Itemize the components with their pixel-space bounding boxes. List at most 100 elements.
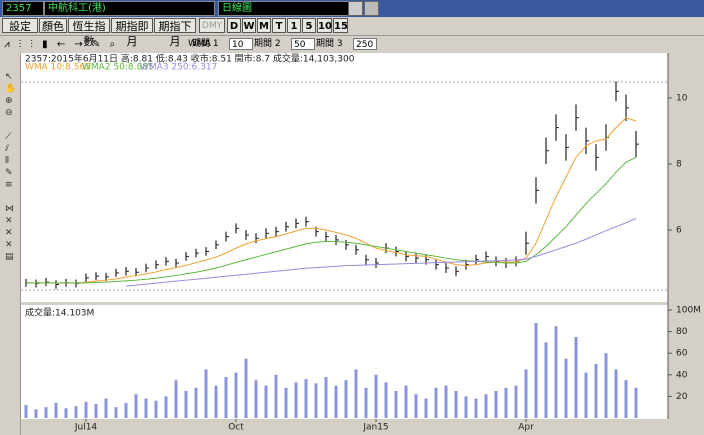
volume-bar [534, 322, 538, 418]
code-field[interactable]: 2357 [2, 1, 44, 16]
y-tick-label: 20 [676, 392, 688, 402]
volume-bar [434, 387, 438, 418]
volume-bar [624, 380, 628, 418]
volume-bar [574, 337, 578, 418]
ma-line [125, 217, 637, 287]
volume-bar [584, 372, 588, 418]
volume-bar [634, 387, 638, 418]
volume-bar [544, 342, 548, 418]
volume-bar [314, 383, 318, 418]
period-input[interactable]: 250 [353, 38, 377, 50]
volume-bar [264, 385, 268, 418]
volume-bar [84, 401, 88, 418]
period-button[interactable]: 5 [302, 18, 316, 33]
volume-bar [144, 398, 148, 418]
ma-label: WMA3 250:6.317 [140, 63, 217, 73]
volume-bar [24, 405, 28, 418]
volume-bar [324, 376, 328, 418]
volume-bar [414, 394, 418, 418]
menu-button[interactable]: 期指下月 [154, 18, 196, 48]
volume-bar [474, 398, 478, 418]
volume-bar [194, 387, 198, 418]
volume-bar [524, 369, 528, 418]
period-input[interactable]: 10 [229, 38, 253, 50]
volume-bar [384, 382, 388, 418]
volume-bar [514, 385, 518, 418]
dmy-button[interactable]: DMY [199, 18, 225, 33]
ma-label: WMA2 50:8.885 [82, 63, 154, 73]
side-tools[interactable]: ↖ ✋ ⊕ ⊖ ⟋ ⫽ ⦀ ✎ ≡ ⋈ ✕ ✕ ✕ ▤ [5, 72, 17, 262]
volume-bar [74, 406, 78, 418]
menu-button[interactable]: 顏色 [39, 18, 67, 33]
volume-bar [504, 387, 508, 418]
save-icon[interactable] [364, 1, 379, 16]
tool-icons[interactable]: ⩘ ⫶ ⫶ ▮ ← → ✎ ⌕ [4, 39, 119, 50]
volume-bar [174, 380, 178, 418]
volume-bar [404, 385, 408, 418]
volume-bar [454, 391, 458, 418]
volume-bar [374, 374, 378, 418]
y-tick-label: 60 [676, 349, 688, 359]
menu-button[interactable]: 期指即月 [111, 18, 153, 48]
y-tick-label: 40 [676, 370, 688, 380]
volume-bar [154, 400, 158, 418]
separator [0, 35, 704, 36]
volume-bar [604, 353, 608, 418]
x-tick-label: Oct [228, 423, 244, 433]
volume-bar [344, 380, 348, 418]
menu-button[interactable]: 設定 [2, 18, 38, 33]
volume-bar [334, 385, 338, 418]
volume-bar [114, 407, 118, 418]
volume-bar [444, 385, 448, 418]
ma-label: WMA 10:8.565 [25, 63, 91, 73]
volume-bar [284, 387, 288, 418]
print-icon[interactable] [348, 1, 363, 16]
volume-bar [494, 391, 498, 418]
price-panel [21, 53, 668, 302]
period-button[interactable]: T [272, 18, 286, 33]
volume-bar [484, 394, 488, 418]
menu-button[interactable]: 恆生指數 [68, 18, 110, 48]
volume-bar [244, 358, 248, 418]
volume-bar [394, 391, 398, 418]
side-toolbar: ↖ ✋ ⊕ ⊖ ⟋ ⫽ ⦀ ✎ ≡ ⋈ ✕ ✕ ✕ ▤ [0, 53, 21, 435]
ma-line [26, 117, 637, 284]
volume-bar [134, 394, 138, 418]
volume-bar [424, 398, 428, 418]
period-button[interactable]: W [242, 18, 256, 33]
info-line: 2357:2015年6月11日 高:8.81 低:8.43 收市:8.51 開市… [25, 53, 355, 65]
y-tick-label: 100M [676, 306, 701, 316]
chart-kind-field[interactable]: 日線圖 [218, 1, 349, 16]
period-label: 期間 2 [254, 39, 281, 49]
period-input[interactable]: 50 [291, 38, 315, 50]
y-tick-label: 8 [676, 159, 682, 169]
period-button[interactable]: 1 [287, 18, 301, 33]
volume-bar [274, 374, 278, 418]
volume-bar [164, 396, 168, 418]
x-tick-label: Jul14 [74, 423, 98, 433]
volume-bar [564, 358, 568, 418]
volume-bar [614, 369, 618, 418]
ma-line [26, 156, 637, 284]
period-button[interactable]: 10 [317, 18, 332, 33]
stock-name-field[interactable]: 中航科工(港) [44, 1, 215, 16]
volume-bar [554, 326, 558, 418]
volume-bar [234, 372, 238, 418]
volume-label: 成交量:14.103M [25, 307, 94, 319]
volume-bar [204, 369, 208, 418]
volume-bar [364, 387, 368, 418]
volume-bar [94, 403, 98, 418]
volume-bar [44, 407, 48, 418]
volume-bar [354, 369, 358, 418]
period-label: 期間 3 [316, 39, 343, 49]
period-button[interactable]: M [257, 18, 271, 33]
y-tick-label: 6 [676, 225, 682, 235]
indicator-label: WMA [188, 39, 211, 49]
period-button[interactable]: 15 [333, 18, 348, 33]
volume-bar [304, 379, 308, 418]
x-tick-label: Jan15 [362, 423, 388, 433]
period-button[interactable]: D [227, 18, 241, 33]
volume-bar [254, 380, 258, 418]
